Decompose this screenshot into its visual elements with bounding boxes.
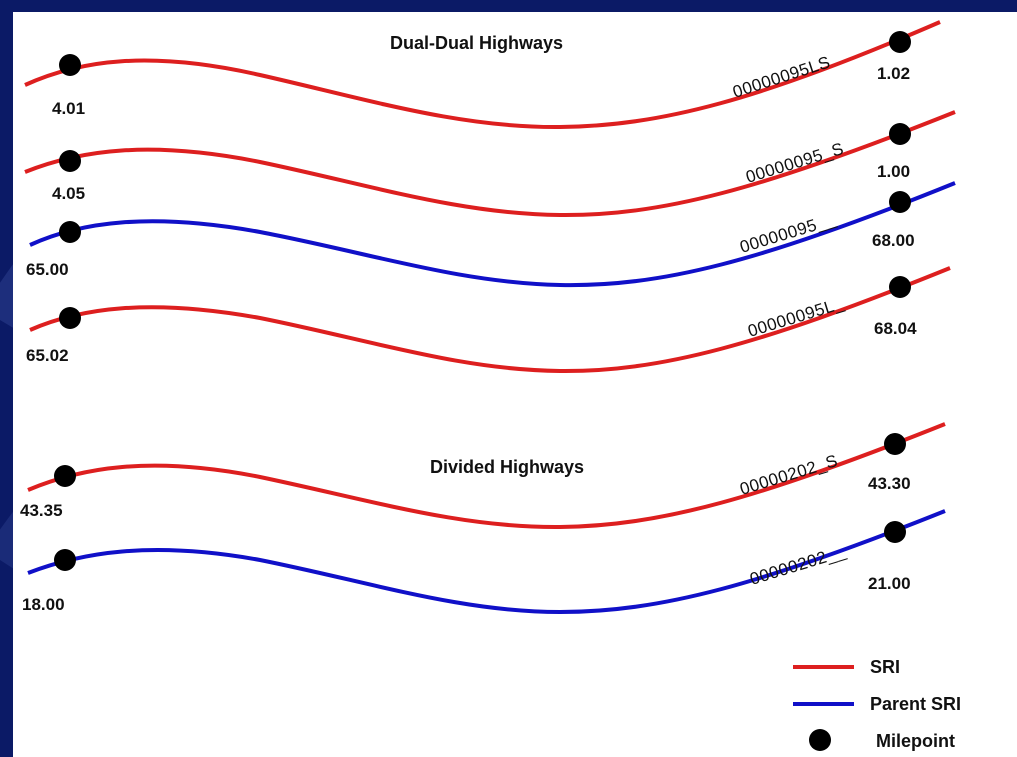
road-1-line (24, 20, 941, 130)
road-3-line (29, 181, 956, 288)
milepoint-marker (884, 521, 906, 543)
end-milepoint-label: 21.00 (868, 574, 911, 593)
milepoint-marker (889, 31, 911, 53)
road-6-line (27, 509, 946, 615)
milepoint-marker (59, 307, 81, 329)
end-milepoint-label: 68.04 (874, 319, 917, 338)
start-milepoint-label: 65.02 (26, 346, 69, 365)
diagram-panel (13, 12, 1017, 757)
road-4: 65.02 68.04 00000095L_ (26, 266, 951, 374)
road-6: 18.00 21.00 00000202__ (22, 509, 946, 615)
legend: SRI Parent SRI Milepoint (793, 657, 961, 751)
heading-divided: Divided Highways (430, 457, 584, 477)
start-milepoint-label: 4.05 (52, 184, 85, 203)
route-label: 00000095LS (730, 52, 832, 101)
milepoint-marker (54, 549, 76, 571)
milepoint-marker (54, 465, 76, 487)
road-5-line (27, 422, 946, 530)
road-2: 4.05 1.00 00000095_S (24, 110, 956, 218)
milepoint-marker (59, 54, 81, 76)
milepoint-marker (889, 276, 911, 298)
road-2-line (24, 110, 956, 218)
legend-parent-sri-label: Parent SRI (870, 694, 961, 714)
end-milepoint-label: 1.02 (877, 64, 910, 83)
route-label: 00000202_S (738, 451, 841, 499)
milepoint-marker (889, 123, 911, 145)
end-milepoint-label: 1.00 (877, 162, 910, 181)
end-milepoint-label: 43.30 (868, 474, 911, 493)
start-milepoint-label: 65.00 (26, 260, 69, 279)
road-3: 65.00 68.00 00000095__ (26, 181, 956, 288)
route-label: 00000202__ (748, 542, 849, 589)
milepoint-marker (59, 221, 81, 243)
milepoint-marker (59, 150, 81, 172)
milepoint-marker (884, 433, 906, 455)
start-milepoint-label: 4.01 (52, 99, 85, 118)
legend-milepoint-icon (809, 729, 831, 751)
heading-dual-dual: Dual-Dual Highways (390, 33, 563, 53)
start-milepoint-label: 43.35 (20, 501, 63, 520)
route-label: 00000095L_ (746, 294, 847, 341)
end-milepoint-label: 68.00 (872, 231, 915, 250)
start-milepoint-label: 18.00 (22, 595, 65, 614)
legend-sri-label: SRI (870, 657, 900, 677)
legend-milepoint-label: Milepoint (876, 731, 955, 751)
milepoint-marker (889, 191, 911, 213)
route-label: 00000095_S (744, 139, 847, 187)
road-4-line (29, 266, 951, 374)
